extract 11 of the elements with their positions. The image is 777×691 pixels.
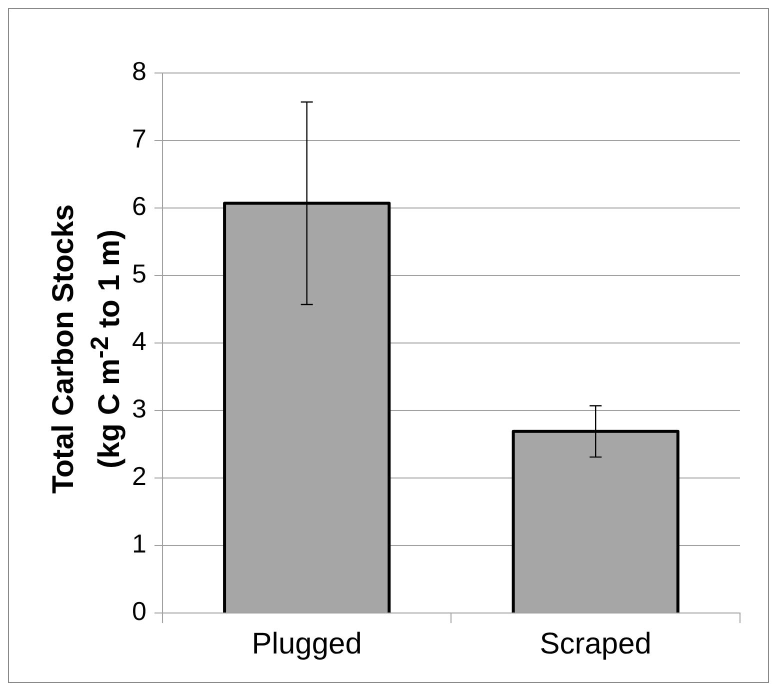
y-tick-label: 2 [132,461,146,492]
y-tick-label: 3 [132,394,146,424]
y-tick-label: 8 [132,56,146,86]
y-tick-label: 1 [132,528,146,559]
y-tick-label: 5 [132,258,146,289]
y-tick-label: 7 [132,124,146,154]
x-tick-label: Scraped [540,627,652,660]
x-tick-label: Plugged [252,627,362,660]
y-tick-label: 6 [132,191,146,222]
y-tick-label: 0 [132,596,146,626]
y-tick-label: 4 [132,326,146,356]
